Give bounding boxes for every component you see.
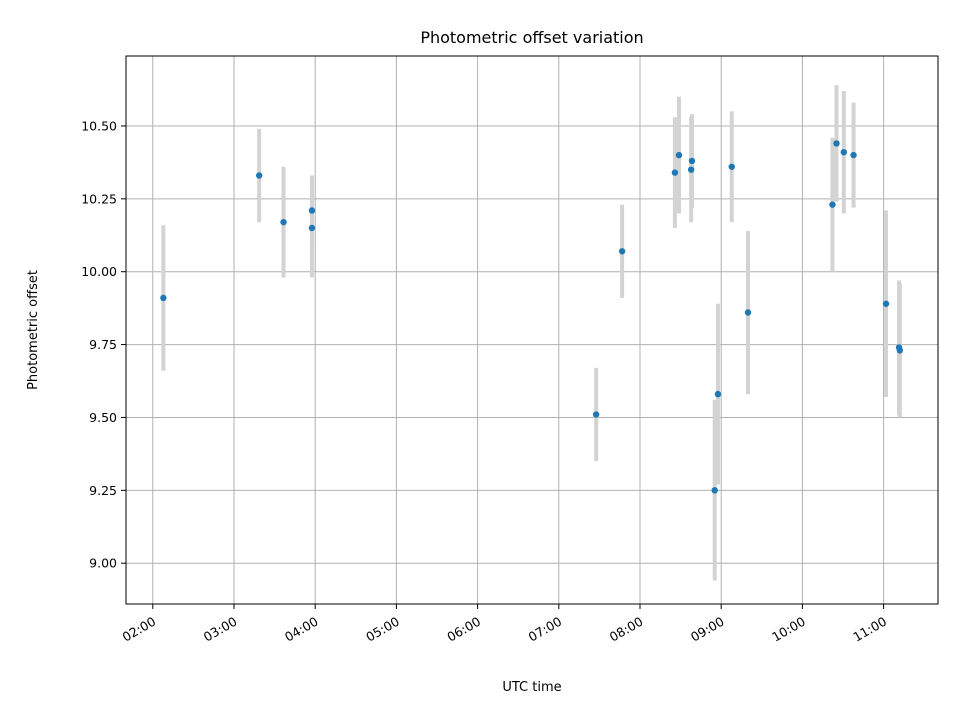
data-point	[160, 294, 167, 302]
y-tick-label: 10.00	[81, 264, 117, 279]
data-point	[308, 224, 316, 232]
data-point	[882, 300, 890, 307]
data-point	[829, 201, 836, 208]
data-point	[744, 309, 752, 316]
data-point	[687, 166, 695, 173]
y-tick-label: 9.50	[89, 410, 117, 425]
y-axis-ticks: 9.00 9.25 9.50 9.75 10.00 10.25 10.50	[81, 118, 126, 571]
x-axis-label: UTC time	[502, 680, 561, 695]
data-points	[160, 140, 904, 494]
data-point	[592, 411, 600, 418]
data-point	[308, 207, 316, 214]
data-point	[280, 218, 287, 226]
data-point	[618, 248, 626, 255]
y-tick-label: 9.00	[89, 556, 117, 571]
data-point	[255, 172, 263, 179]
data-point	[833, 140, 840, 147]
data-point	[688, 157, 696, 165]
chart-title: Photometric offset variation	[420, 28, 643, 47]
data-point	[711, 487, 718, 494]
data-point	[714, 390, 722, 398]
data-point	[728, 163, 735, 170]
data-point	[850, 151, 857, 159]
data-point	[840, 148, 848, 156]
y-tick-label: 9.25	[89, 483, 117, 498]
y-axis-label: Photometric offset	[26, 270, 41, 390]
grid	[126, 56, 938, 604]
data-point	[675, 151, 683, 159]
y-tick-label: 9.75	[89, 337, 117, 352]
data-point	[896, 347, 904, 354]
plot-frame	[125, 55, 939, 605]
data-point	[671, 169, 679, 176]
y-tick-label: 10.50	[81, 118, 117, 133]
y-tick-label: 10.25	[81, 191, 117, 206]
